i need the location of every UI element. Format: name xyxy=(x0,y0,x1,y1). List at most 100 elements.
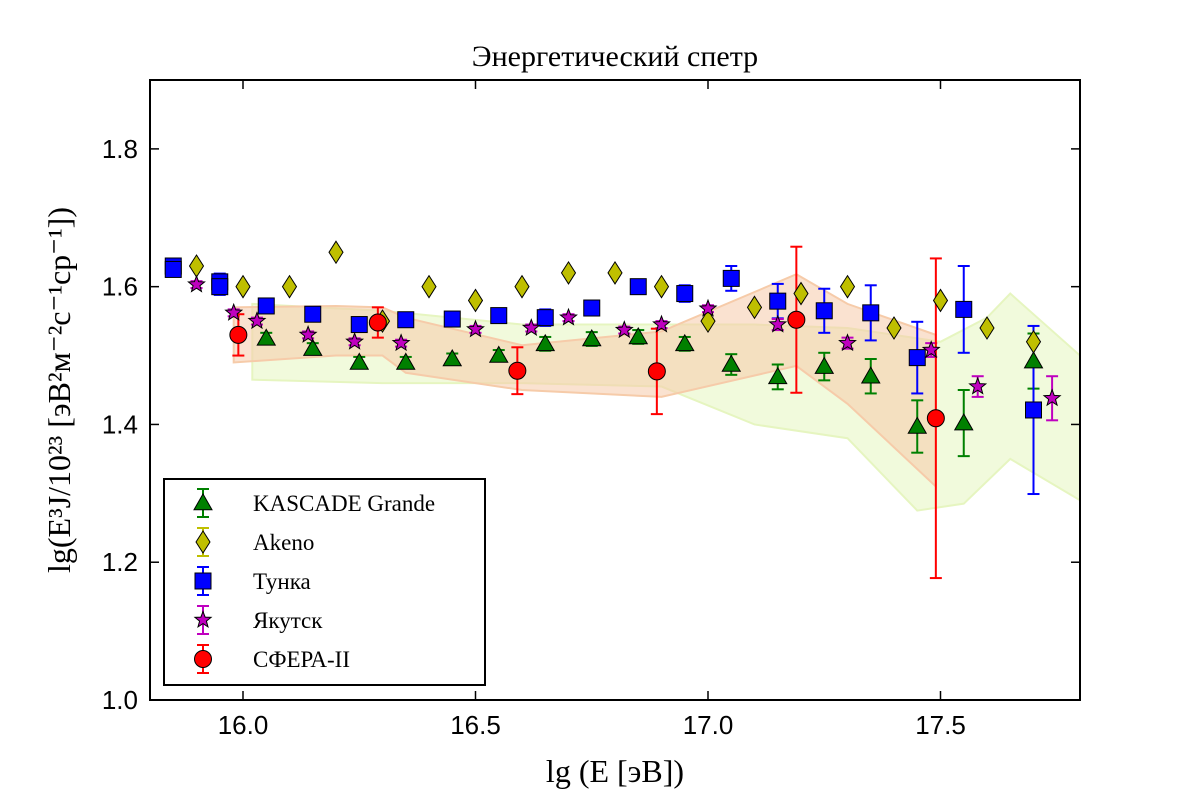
якутск-point-4 xyxy=(345,331,365,350)
сфера-ii-point-4 xyxy=(787,310,806,329)
якутск-point-3 xyxy=(298,324,318,343)
kascade-grande-point-4 xyxy=(442,348,463,367)
якутск-point-9 xyxy=(614,320,634,339)
akeno-point-12 xyxy=(746,295,763,320)
тунка-point-14 xyxy=(722,269,740,287)
тунка-point-5 xyxy=(304,305,322,323)
тунка-point-15 xyxy=(769,292,787,310)
akeno-point-10 xyxy=(653,274,670,299)
якутск-point-16 xyxy=(1042,388,1062,407)
x-tick-label-2: 17.0 xyxy=(683,710,734,740)
legend-entry-сфера-ii: СФЕРА-II xyxy=(194,644,350,674)
сфера-ii-point-2 xyxy=(508,361,527,380)
тунка-point-18 xyxy=(908,349,926,367)
legend-marker-сфера-ii xyxy=(194,650,212,668)
тунка-point-1 xyxy=(164,260,182,278)
якутск-point-1 xyxy=(224,302,244,321)
x-tick-label-0: 16.0 xyxy=(218,710,269,740)
kascade-grande-point-15 xyxy=(953,413,974,431)
якутск-point-12 xyxy=(768,314,788,333)
kascade-grande-point-12 xyxy=(814,356,835,374)
тунка-point-3 xyxy=(211,278,229,296)
akeno-point-8 xyxy=(560,260,577,285)
тунка-point-7 xyxy=(397,311,415,329)
legend-label-kascade-grande: KASCADE Grande xyxy=(253,491,435,516)
akeno-point-5 xyxy=(421,274,437,299)
akeno-point-17 xyxy=(979,316,995,340)
akeno-point-2 xyxy=(281,274,298,299)
y-tick-label-0: 1.0 xyxy=(102,685,138,715)
akeno-point-7 xyxy=(514,274,530,299)
тунка-point-10 xyxy=(536,309,554,327)
тунка-point-13 xyxy=(676,285,694,303)
legend-marker-kascade-grande xyxy=(193,492,213,511)
legend-entry-akeno: Akeno xyxy=(195,527,314,557)
якутск-point-0 xyxy=(187,274,206,293)
akeno-point-1 xyxy=(235,274,251,299)
legend-entry-якутск: Якутск xyxy=(193,605,323,635)
тунка-point-12 xyxy=(629,278,647,296)
legend-label-сфера-ii: СФЕРА-II xyxy=(253,647,350,672)
y-tick-label-3: 1.6 xyxy=(102,272,138,302)
тунка-point-9 xyxy=(490,307,508,325)
тунка-point-19 xyxy=(955,300,973,318)
x-axis-title: lg (E [эВ]) xyxy=(546,753,684,789)
якутск-point-7 xyxy=(521,318,541,337)
тунка-point-6 xyxy=(350,316,368,334)
plot-frame xyxy=(149,79,1081,701)
kascade-grande-point-14 xyxy=(907,416,928,434)
якутск-point-11 xyxy=(698,298,718,317)
akeno-point-6 xyxy=(467,288,484,313)
axis-ticks: 16.0 16.5 17.0 17.5 1.0 1.2 1.4 1.6 1.8 xyxy=(102,80,1080,740)
legend-label-якутск: Якутск xyxy=(253,608,323,633)
якутск-point-5 xyxy=(391,333,411,352)
kascade-grande-point-16 xyxy=(1023,351,1044,369)
legend-marker-якутск xyxy=(193,610,213,629)
legend-entry-тунка: Тунка xyxy=(194,566,311,596)
тунка-point-16 xyxy=(815,302,833,320)
akeno-point-14 xyxy=(839,274,856,299)
сфера-ii-point-0 xyxy=(229,325,248,344)
kascade-grande-point-5 xyxy=(488,345,509,363)
legend-marker-тунка xyxy=(194,572,212,590)
x-tick-label-1: 16.5 xyxy=(450,710,501,740)
kascade-grande-point-10 xyxy=(721,354,742,372)
akeno-point-9 xyxy=(607,260,623,285)
kascade-grande-point-11 xyxy=(767,366,788,385)
y-tick-label-1: 1.2 xyxy=(102,547,138,577)
akeno-point-16 xyxy=(932,288,949,313)
legend-box xyxy=(163,478,486,686)
akeno-point-11 xyxy=(700,309,716,334)
kascade-grande-point-6 xyxy=(535,333,556,352)
data-points xyxy=(164,240,1062,434)
тунка-point-8 xyxy=(443,310,461,328)
якутск-point-10 xyxy=(652,314,671,333)
якутск-point-8 xyxy=(559,307,578,326)
якутск-point-14 xyxy=(921,340,941,359)
якутск-point-15 xyxy=(968,376,988,395)
akeno-point-3 xyxy=(328,240,344,265)
сфера-ii-point-5 xyxy=(926,409,945,428)
kascade-grande-point-0 xyxy=(256,328,277,346)
legend-label-akeno: Akeno xyxy=(253,530,314,555)
akeno-point-0 xyxy=(188,254,205,278)
kascade-grande-point-13 xyxy=(860,366,881,384)
якутск-point-6 xyxy=(466,319,485,338)
akeno-point-18 xyxy=(1025,329,1042,354)
якутск-point-2 xyxy=(247,311,267,330)
kascade-grande-point-2 xyxy=(349,352,370,370)
сфера-ii-point-1 xyxy=(368,313,387,332)
kascade-grande-point-9 xyxy=(674,333,695,352)
x-tick-label-3: 17.5 xyxy=(915,710,966,740)
kascade-grande-point-1 xyxy=(302,338,323,356)
тунка-point-11 xyxy=(583,299,601,317)
тунка-point-4 xyxy=(257,297,275,315)
y-tick-label-4: 1.8 xyxy=(102,134,138,164)
kascade-grande-point-3 xyxy=(395,352,416,370)
legend-entry-kascade-grande: KASCADE Grande xyxy=(193,488,435,518)
y-axis-title: lg(E³J/10²³ [эВ²м⁻²с⁻¹ср⁻¹]) xyxy=(41,207,77,573)
legend-label-тунка: Тунка xyxy=(253,569,311,594)
legend: KASCADE Grande Akeno Тунка Якутск СФЕРА-II xyxy=(163,478,486,686)
y-tick-label-2: 1.4 xyxy=(102,409,138,439)
akeno-point-15 xyxy=(886,316,902,340)
